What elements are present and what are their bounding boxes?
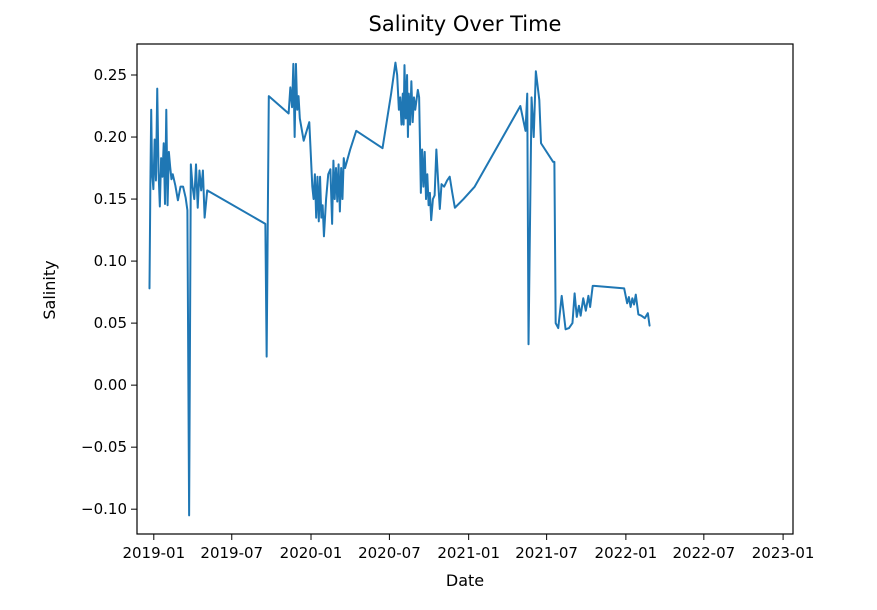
x-tick-label: 2020-01 <box>280 544 343 562</box>
x-axis-ticks: 2019-01 2019-07 2020-01 2020-07 2021-01 2021-… <box>122 534 814 562</box>
plot-frame <box>136 43 794 535</box>
y-tick-label: 0.00 <box>94 376 127 394</box>
x-tick-label: 2023-01 <box>752 544 815 562</box>
x-axis-label: Date <box>446 571 484 590</box>
y-tick-label: 0.25 <box>94 66 127 84</box>
salinity-series-line <box>148 61 651 517</box>
y-tick-label: 0.05 <box>94 314 127 332</box>
x-tick-label: 2022-01 <box>595 544 658 562</box>
x-tick-label: 2020-07 <box>358 544 421 562</box>
x-tick-label: 2022-07 <box>672 544 735 562</box>
y-tick-label: −0.10 <box>81 500 127 518</box>
y-tick-label: 0.10 <box>94 252 127 270</box>
y-axis-ticks: 0.25 0.20 0.15 0.10 0.05 0.00 −0.05 −0.10 <box>81 66 137 518</box>
y-axis-label: Salinity <box>40 260 59 319</box>
chart-title: Salinity Over Time <box>369 12 562 36</box>
y-tick-label: 0.15 <box>94 190 127 208</box>
x-tick-label: 2021-07 <box>515 544 578 562</box>
x-tick-label: 2021-01 <box>437 544 500 562</box>
x-tick-label: 2019-01 <box>122 544 185 562</box>
y-tick-label: 0.20 <box>94 128 127 146</box>
series-layer <box>148 61 651 517</box>
y-tick-label: −0.05 <box>81 438 127 456</box>
x-tick-label: 2019-07 <box>200 544 263 562</box>
